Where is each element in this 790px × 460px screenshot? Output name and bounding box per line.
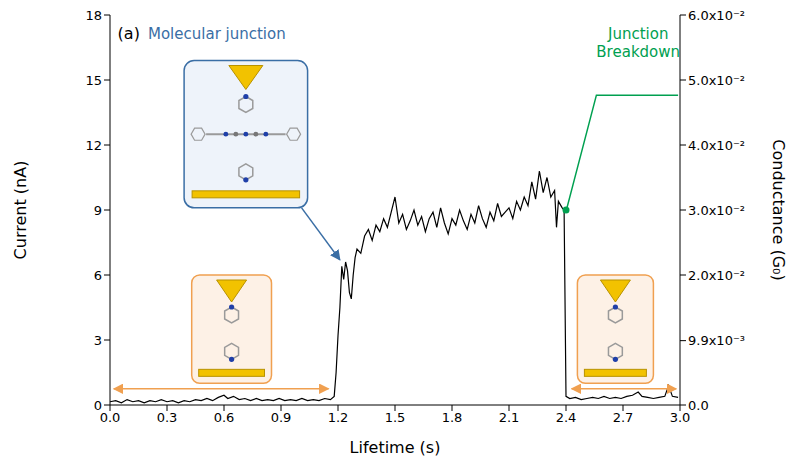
- svg-text:9.9x10⁻³: 9.9x10⁻³: [688, 333, 745, 348]
- svg-text:2.4: 2.4: [556, 410, 577, 425]
- svg-text:(a): (a): [118, 24, 140, 43]
- svg-text:2.1: 2.1: [499, 410, 520, 425]
- svg-text:1.8: 1.8: [442, 410, 463, 425]
- svg-text:6: 6: [94, 268, 102, 283]
- svg-text:0: 0: [94, 398, 102, 413]
- svg-text:Lifetime (s): Lifetime (s): [350, 438, 441, 457]
- svg-text:Junction: Junction: [607, 25, 668, 43]
- svg-text:3: 3: [94, 333, 102, 348]
- svg-text:0.0: 0.0: [100, 410, 121, 425]
- svg-text:0.9: 0.9: [271, 410, 292, 425]
- svg-text:3.0: 3.0: [669, 410, 691, 426]
- svg-text:3.0x10⁻²: 3.0x10⁻²: [688, 203, 745, 218]
- svg-text:1.2: 1.2: [328, 410, 349, 425]
- svg-text:4.0x10⁻²: 4.0x10⁻²: [688, 138, 745, 153]
- svg-text:2.7: 2.7: [613, 410, 634, 425]
- svg-text:9: 9: [94, 203, 102, 218]
- svg-text:0.6: 0.6: [214, 410, 235, 425]
- svg-text:0.3: 0.3: [157, 410, 178, 425]
- svg-text:0.0: 0.0: [688, 398, 709, 413]
- svg-text:Breakdown: Breakdown: [596, 43, 680, 61]
- svg-text:Conductance (G₀): Conductance (G₀): [769, 139, 788, 280]
- svg-text:Molecular junction: Molecular junction: [148, 25, 286, 43]
- svg-text:5.0x10⁻²: 5.0x10⁻²: [688, 73, 745, 88]
- svg-text:15: 15: [85, 73, 102, 88]
- svg-text:6.0x10⁻²: 6.0x10⁻²: [688, 8, 745, 23]
- svg-text:18: 18: [85, 8, 102, 23]
- svg-text:12: 12: [85, 138, 102, 153]
- svg-text:2.0x10⁻²: 2.0x10⁻²: [688, 268, 745, 283]
- svg-text:Current (nA): Current (nA): [11, 161, 30, 260]
- svg-text:1.5: 1.5: [385, 410, 406, 425]
